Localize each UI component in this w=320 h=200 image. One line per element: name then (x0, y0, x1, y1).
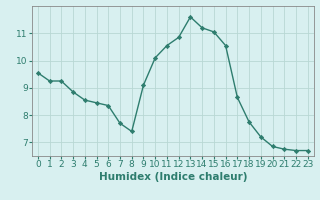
X-axis label: Humidex (Indice chaleur): Humidex (Indice chaleur) (99, 172, 247, 182)
